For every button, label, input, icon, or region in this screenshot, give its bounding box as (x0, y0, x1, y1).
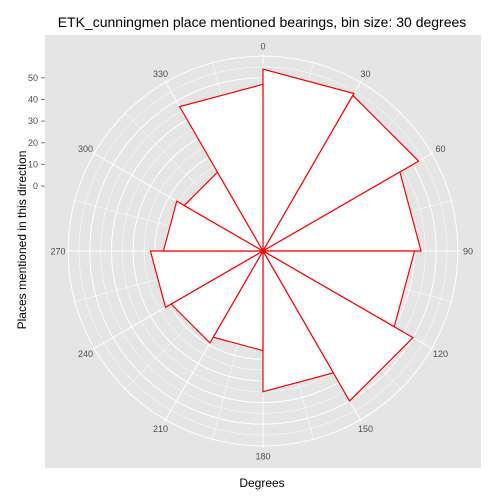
angle-tick-210: 210 (153, 424, 168, 434)
angle-tick-270: 270 (50, 247, 65, 257)
angle-tick-30: 30 (360, 69, 370, 79)
angle-tick-90: 90 (463, 247, 473, 257)
angle-tick-240: 240 (78, 349, 93, 359)
radial-tick-40: 40 (28, 95, 38, 105)
angle-tick-150: 150 (358, 424, 373, 434)
angle-tick-labels: 0 30 60 90 120 150 180 210 240 270 300 330 (50, 42, 473, 462)
angle-tick-0: 0 (260, 42, 265, 52)
angle-tick-330: 330 (153, 69, 168, 79)
radial-tick-10: 10 (28, 159, 38, 169)
x-axis-label: Degrees (239, 476, 285, 490)
radial-tick-0: 0 (33, 181, 38, 191)
radial-tick-50: 50 (28, 73, 38, 83)
chart-title: ETK_cunningmen place mentioned bearings,… (57, 14, 467, 30)
angle-tick-120: 120 (433, 349, 448, 359)
angle-tick-60: 60 (435, 144, 445, 154)
radial-tick-20: 20 (28, 138, 38, 148)
angle-tick-300: 300 (78, 144, 93, 154)
radial-tick-30: 30 (28, 116, 38, 126)
bar-series (149, 68, 422, 402)
radial-tick-labels: 0 10 20 30 40 50 (28, 73, 45, 191)
bar-wedge-330 (178, 83, 264, 254)
angle-tick-180: 180 (255, 452, 270, 462)
